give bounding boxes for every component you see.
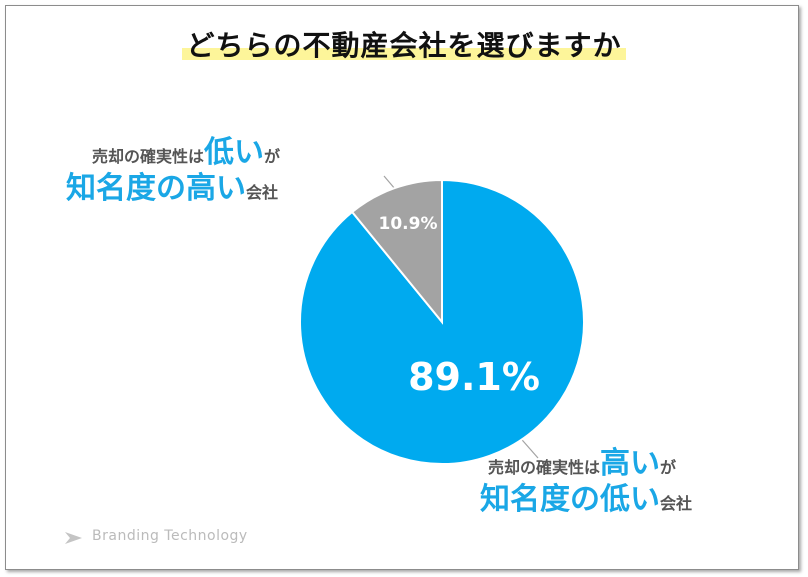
- pie-slice-blue: [299, 178, 585, 465]
- gray-callout-big1: 低い: [204, 135, 265, 170]
- blue-callout-pre: 売却の確実性は: [488, 458, 601, 477]
- gray-callout-pre: 売却の確実性は: [92, 147, 205, 166]
- blue-callout-line1: 売却の確実性は高いが: [488, 446, 692, 482]
- brand-name: Branding Technology: [92, 528, 248, 544]
- blue-callout-big1: 高い: [600, 446, 661, 481]
- pie-slice-gray: [350, 178, 443, 325]
- brand-logo-icon: [65, 532, 82, 544]
- chart-title-text: どちらの不動産会社を選びますか: [182, 29, 626, 62]
- gray-callout-line1: 売却の確実性は低いが: [92, 135, 280, 171]
- pie-label-blue: 89.1%: [408, 355, 540, 399]
- gray-callout-line2: 知名度の高い会社: [66, 171, 280, 207]
- gray-callout: 売却の確実性は低いが 知名度の高い会社: [66, 135, 280, 207]
- gray-callout-post2: 会社: [246, 183, 279, 202]
- blue-callout: 売却の確実性は高いが 知名度の低い会社: [480, 446, 692, 518]
- blue-callout-post1: が: [660, 458, 677, 477]
- gray-callout-big2: 知名度の高い: [66, 171, 246, 206]
- blue-callout-big2: 知名度の低い: [480, 482, 660, 517]
- pie-label-gray: 10.9%: [379, 214, 438, 234]
- chart-title: どちらの不動産会社を選びますか: [0, 24, 808, 64]
- gray-callout-post1: が: [264, 147, 281, 166]
- blue-callout-post2: 会社: [660, 494, 693, 513]
- blue-callout-line2: 知名度の低い会社: [480, 482, 692, 518]
